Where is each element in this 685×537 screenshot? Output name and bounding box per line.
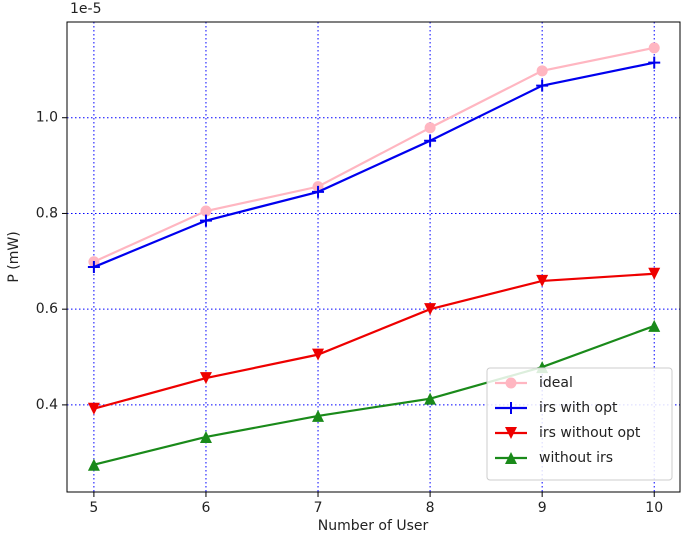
marker bbox=[200, 205, 212, 217]
series-line bbox=[93, 61, 655, 269]
legend-label: irs with opt bbox=[539, 400, 618, 416]
legend-marker bbox=[505, 377, 517, 389]
plot-frame bbox=[66, 21, 681, 493]
series-line bbox=[93, 324, 655, 466]
series-line bbox=[93, 46, 655, 263]
marker bbox=[312, 409, 325, 422]
x-tick-label: 7 bbox=[314, 500, 323, 516]
marker bbox=[648, 267, 661, 280]
marker bbox=[312, 185, 325, 198]
y-tick-label: 0.6 bbox=[36, 301, 58, 317]
marker bbox=[199, 214, 212, 227]
y-tick-label: 0.8 bbox=[36, 205, 58, 221]
marker bbox=[536, 79, 549, 92]
x-tick-label: 9 bbox=[538, 500, 547, 516]
legend-label: ideal bbox=[539, 375, 573, 391]
offset-label: 1e-5 bbox=[70, 1, 101, 17]
marker bbox=[536, 65, 548, 77]
y-axis-label: P (mW) bbox=[6, 231, 22, 282]
legend-marker bbox=[505, 402, 517, 414]
marker bbox=[424, 303, 437, 316]
x-tick-label: 6 bbox=[202, 500, 211, 516]
marker bbox=[536, 274, 549, 287]
marker bbox=[648, 56, 661, 69]
marker bbox=[199, 372, 212, 385]
x-tick-label: 8 bbox=[426, 500, 435, 516]
y-tick-label: 0.4 bbox=[36, 397, 58, 413]
marker bbox=[199, 430, 212, 443]
marker bbox=[424, 392, 437, 405]
legend-box bbox=[486, 367, 673, 481]
x-axis-label: Number of User bbox=[318, 518, 429, 534]
marker bbox=[648, 319, 661, 332]
x-tick-label: 10 bbox=[645, 500, 663, 516]
marker bbox=[424, 134, 437, 147]
marker bbox=[87, 402, 100, 415]
x-tick-label: 5 bbox=[89, 500, 98, 516]
marker bbox=[312, 348, 325, 361]
marker bbox=[87, 458, 100, 471]
legend-marker bbox=[505, 427, 517, 439]
series-line bbox=[93, 272, 655, 410]
marker bbox=[648, 42, 660, 54]
marker bbox=[424, 122, 436, 134]
legend-marker bbox=[505, 452, 517, 464]
legend: ideal irs with opt irs without opt without … bbox=[486, 367, 673, 481]
y-tick-label: 1.0 bbox=[36, 110, 58, 126]
legend-label: irs without opt bbox=[539, 425, 641, 441]
marker bbox=[87, 261, 100, 274]
legend-label: without irs bbox=[539, 450, 613, 466]
